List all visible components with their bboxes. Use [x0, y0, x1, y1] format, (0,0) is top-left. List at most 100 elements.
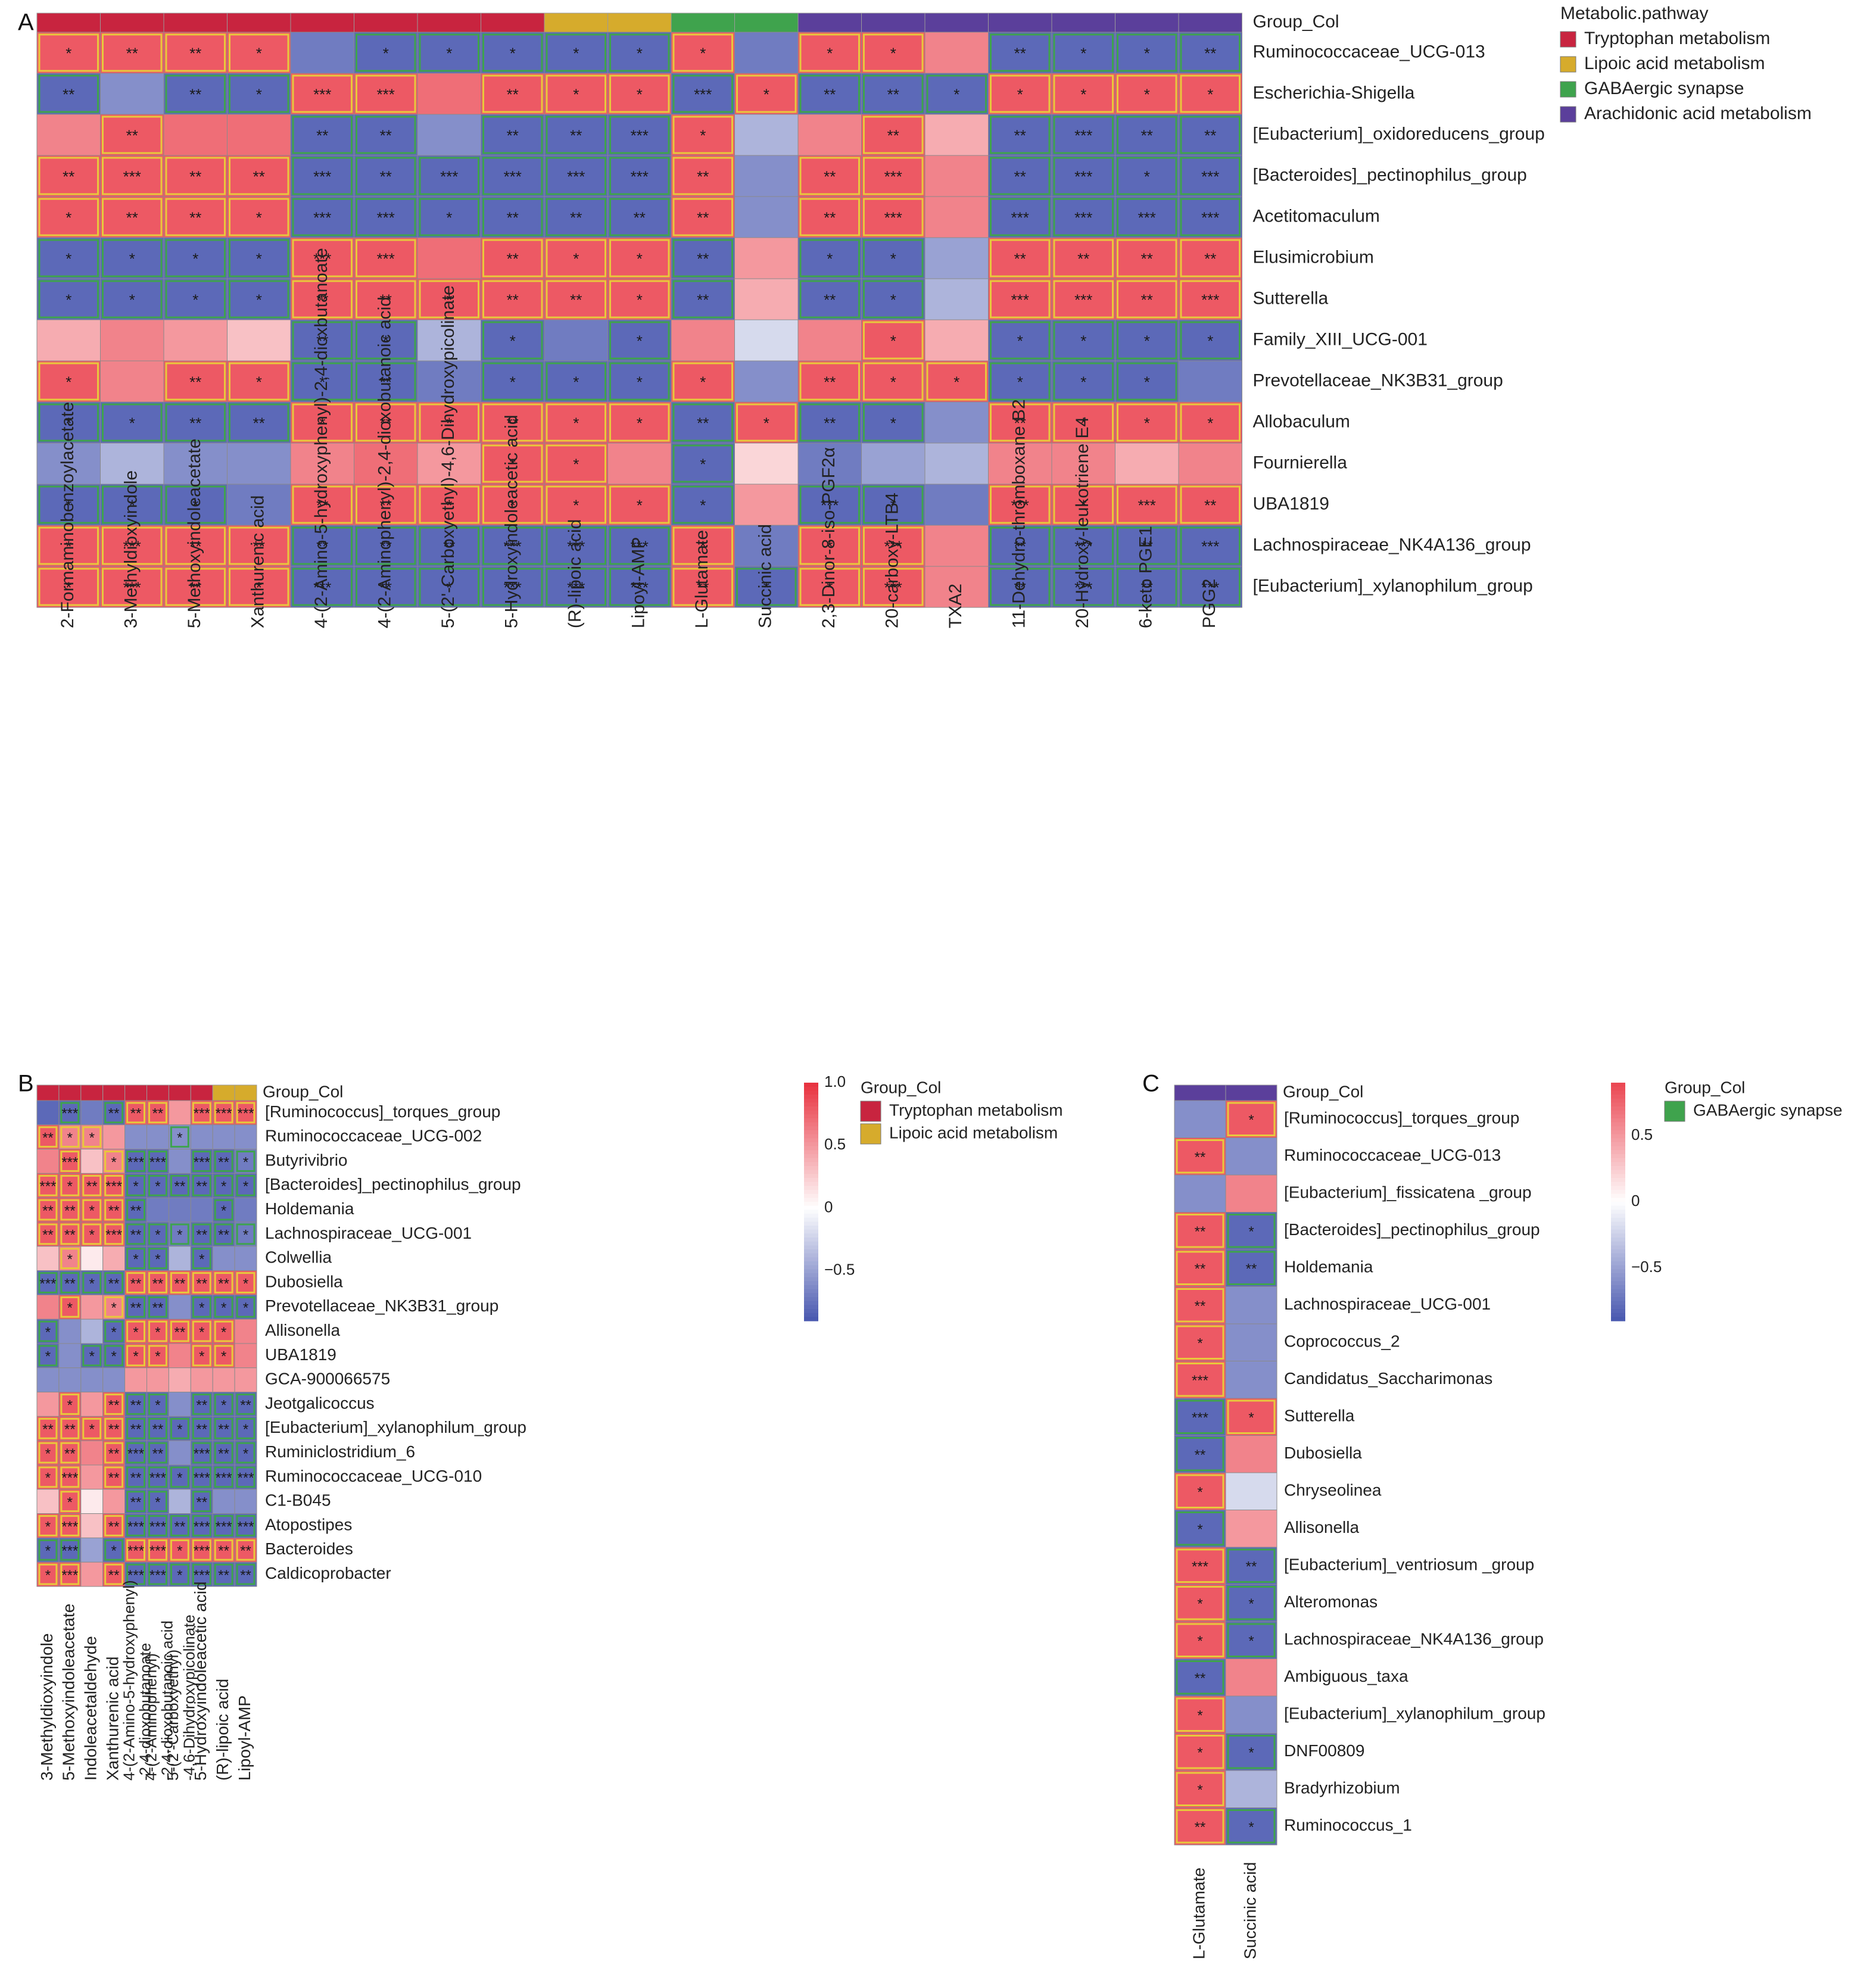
- significance-label: ***: [194, 1446, 210, 1462]
- heatmap-cell: [168, 1537, 191, 1563]
- heatmap-cell: [80, 1440, 104, 1466]
- significance-label: ***: [631, 537, 649, 555]
- colorbar-segment: [1611, 1146, 1625, 1151]
- heatmap-cell: [36, 484, 101, 526]
- significance-box: [482, 444, 543, 483]
- heatmap-cell: [924, 401, 989, 444]
- significance-label: **: [1195, 1819, 1206, 1835]
- significance-box: [104, 1394, 124, 1415]
- significance-box: [214, 1296, 233, 1318]
- significance-box: [60, 1174, 80, 1196]
- heatmap-cell: [124, 1124, 148, 1150]
- significance-label: **: [218, 1227, 229, 1243]
- significance-box: [38, 1272, 58, 1293]
- significance-box: [102, 116, 163, 154]
- row-label: Chryseolinea: [1284, 1481, 1382, 1500]
- heatmap-cell: [734, 442, 799, 485]
- heatmap-cell: [988, 360, 1052, 403]
- heatmap-cell: [234, 1294, 257, 1320]
- colorbar-segment: [804, 1285, 818, 1290]
- heatmap-cell: [417, 278, 481, 320]
- column-label: 5-(2'-Carboxyethyl)-4,6-Dihydroxypicolin…: [438, 285, 458, 628]
- heatmap-cell: [212, 1537, 235, 1563]
- heatmap-cell: [607, 114, 672, 156]
- significance-label: **: [152, 1106, 164, 1122]
- colorbar-segment: [1611, 1150, 1625, 1155]
- heatmap-cell: [163, 525, 228, 567]
- significance-box: [292, 239, 353, 278]
- significance-label: *: [155, 1397, 160, 1413]
- row-label: Escherichia-Shigella: [1253, 83, 1415, 102]
- heatmap-cell: [924, 196, 989, 238]
- significance-box: [1053, 239, 1114, 278]
- significance-label: **: [824, 85, 836, 103]
- heatmap-cell: [354, 484, 418, 526]
- significance-label: ***: [631, 578, 649, 596]
- significance-box: [38, 1320, 58, 1342]
- group-annotation-cell: [58, 1084, 82, 1101]
- significance-box: [38, 1345, 58, 1367]
- heatmap-cell: [147, 1367, 169, 1393]
- colorbar-segment: [1611, 1253, 1625, 1258]
- significance-label: **: [697, 414, 709, 432]
- significance-box: [148, 1442, 167, 1464]
- colorbar-segment: [1611, 1126, 1625, 1131]
- significance-box: [82, 1417, 102, 1439]
- heatmap-cell: [417, 32, 481, 74]
- significance-box: [104, 1563, 124, 1585]
- significance-box: [60, 1272, 80, 1293]
- colorbar-segment: [804, 1154, 818, 1159]
- colorbar-segment: [804, 1178, 818, 1183]
- colorbar-segment: [1611, 1178, 1625, 1183]
- significance-label: *: [700, 496, 706, 514]
- significance-box: [736, 403, 797, 442]
- heatmap-cell: [1051, 278, 1115, 320]
- significance-box: [148, 1515, 167, 1536]
- significance-label: *: [446, 291, 452, 308]
- group-annotation-cell: [544, 13, 608, 33]
- significance-box: [482, 526, 543, 565]
- significance-box: [60, 1442, 80, 1464]
- heatmap-cell: [544, 566, 608, 608]
- significance-label: *: [221, 1179, 226, 1195]
- heatmap-cell: [36, 155, 101, 197]
- column-label: (R)-lipoic acid: [213, 1679, 232, 1781]
- significance-label: ***: [1011, 291, 1029, 308]
- heatmap-cell: [544, 401, 608, 444]
- significance-label: **: [196, 1276, 207, 1292]
- group-annotation-cell: [607, 13, 672, 33]
- legend-swatch: [860, 1123, 881, 1145]
- heatmap-cell: [1225, 1621, 1277, 1659]
- significance-label: **: [1195, 1261, 1206, 1277]
- significance-box: [60, 1491, 80, 1513]
- legend-swatch: [860, 1101, 881, 1122]
- significance-label: **: [196, 1397, 207, 1413]
- significance-label: ***: [194, 1106, 210, 1122]
- significance-label: *: [67, 1252, 73, 1268]
- heatmap-cell: [212, 1270, 235, 1295]
- significance-label: **: [380, 126, 392, 144]
- row-label: Sutterella: [1284, 1407, 1355, 1425]
- significance-label: ***: [1138, 208, 1156, 226]
- significance-box: [990, 321, 1051, 360]
- significance-label: **: [1141, 537, 1153, 555]
- significance-label: ***: [1201, 167, 1219, 185]
- colorbar-segment: [1611, 1285, 1625, 1290]
- significance-box: [799, 157, 860, 195]
- heatmap-cell: [988, 32, 1052, 74]
- colorbar-segment: [804, 1269, 818, 1274]
- heatmap-cell: [190, 1318, 213, 1344]
- significance-label: *: [155, 1227, 160, 1243]
- row-label: Ruminococcus_1: [1284, 1816, 1412, 1834]
- significance-box: [214, 1345, 233, 1367]
- significance-box: [104, 1417, 124, 1439]
- significance-box: [736, 74, 797, 113]
- significance-box: [192, 1539, 211, 1561]
- heatmap-cell: [227, 525, 291, 567]
- heatmap-cell: [417, 319, 481, 361]
- significance-label: *: [256, 373, 262, 391]
- significance-box: [1227, 1102, 1276, 1136]
- significance-box: [356, 485, 416, 524]
- column-label: PGG2: [1199, 579, 1219, 628]
